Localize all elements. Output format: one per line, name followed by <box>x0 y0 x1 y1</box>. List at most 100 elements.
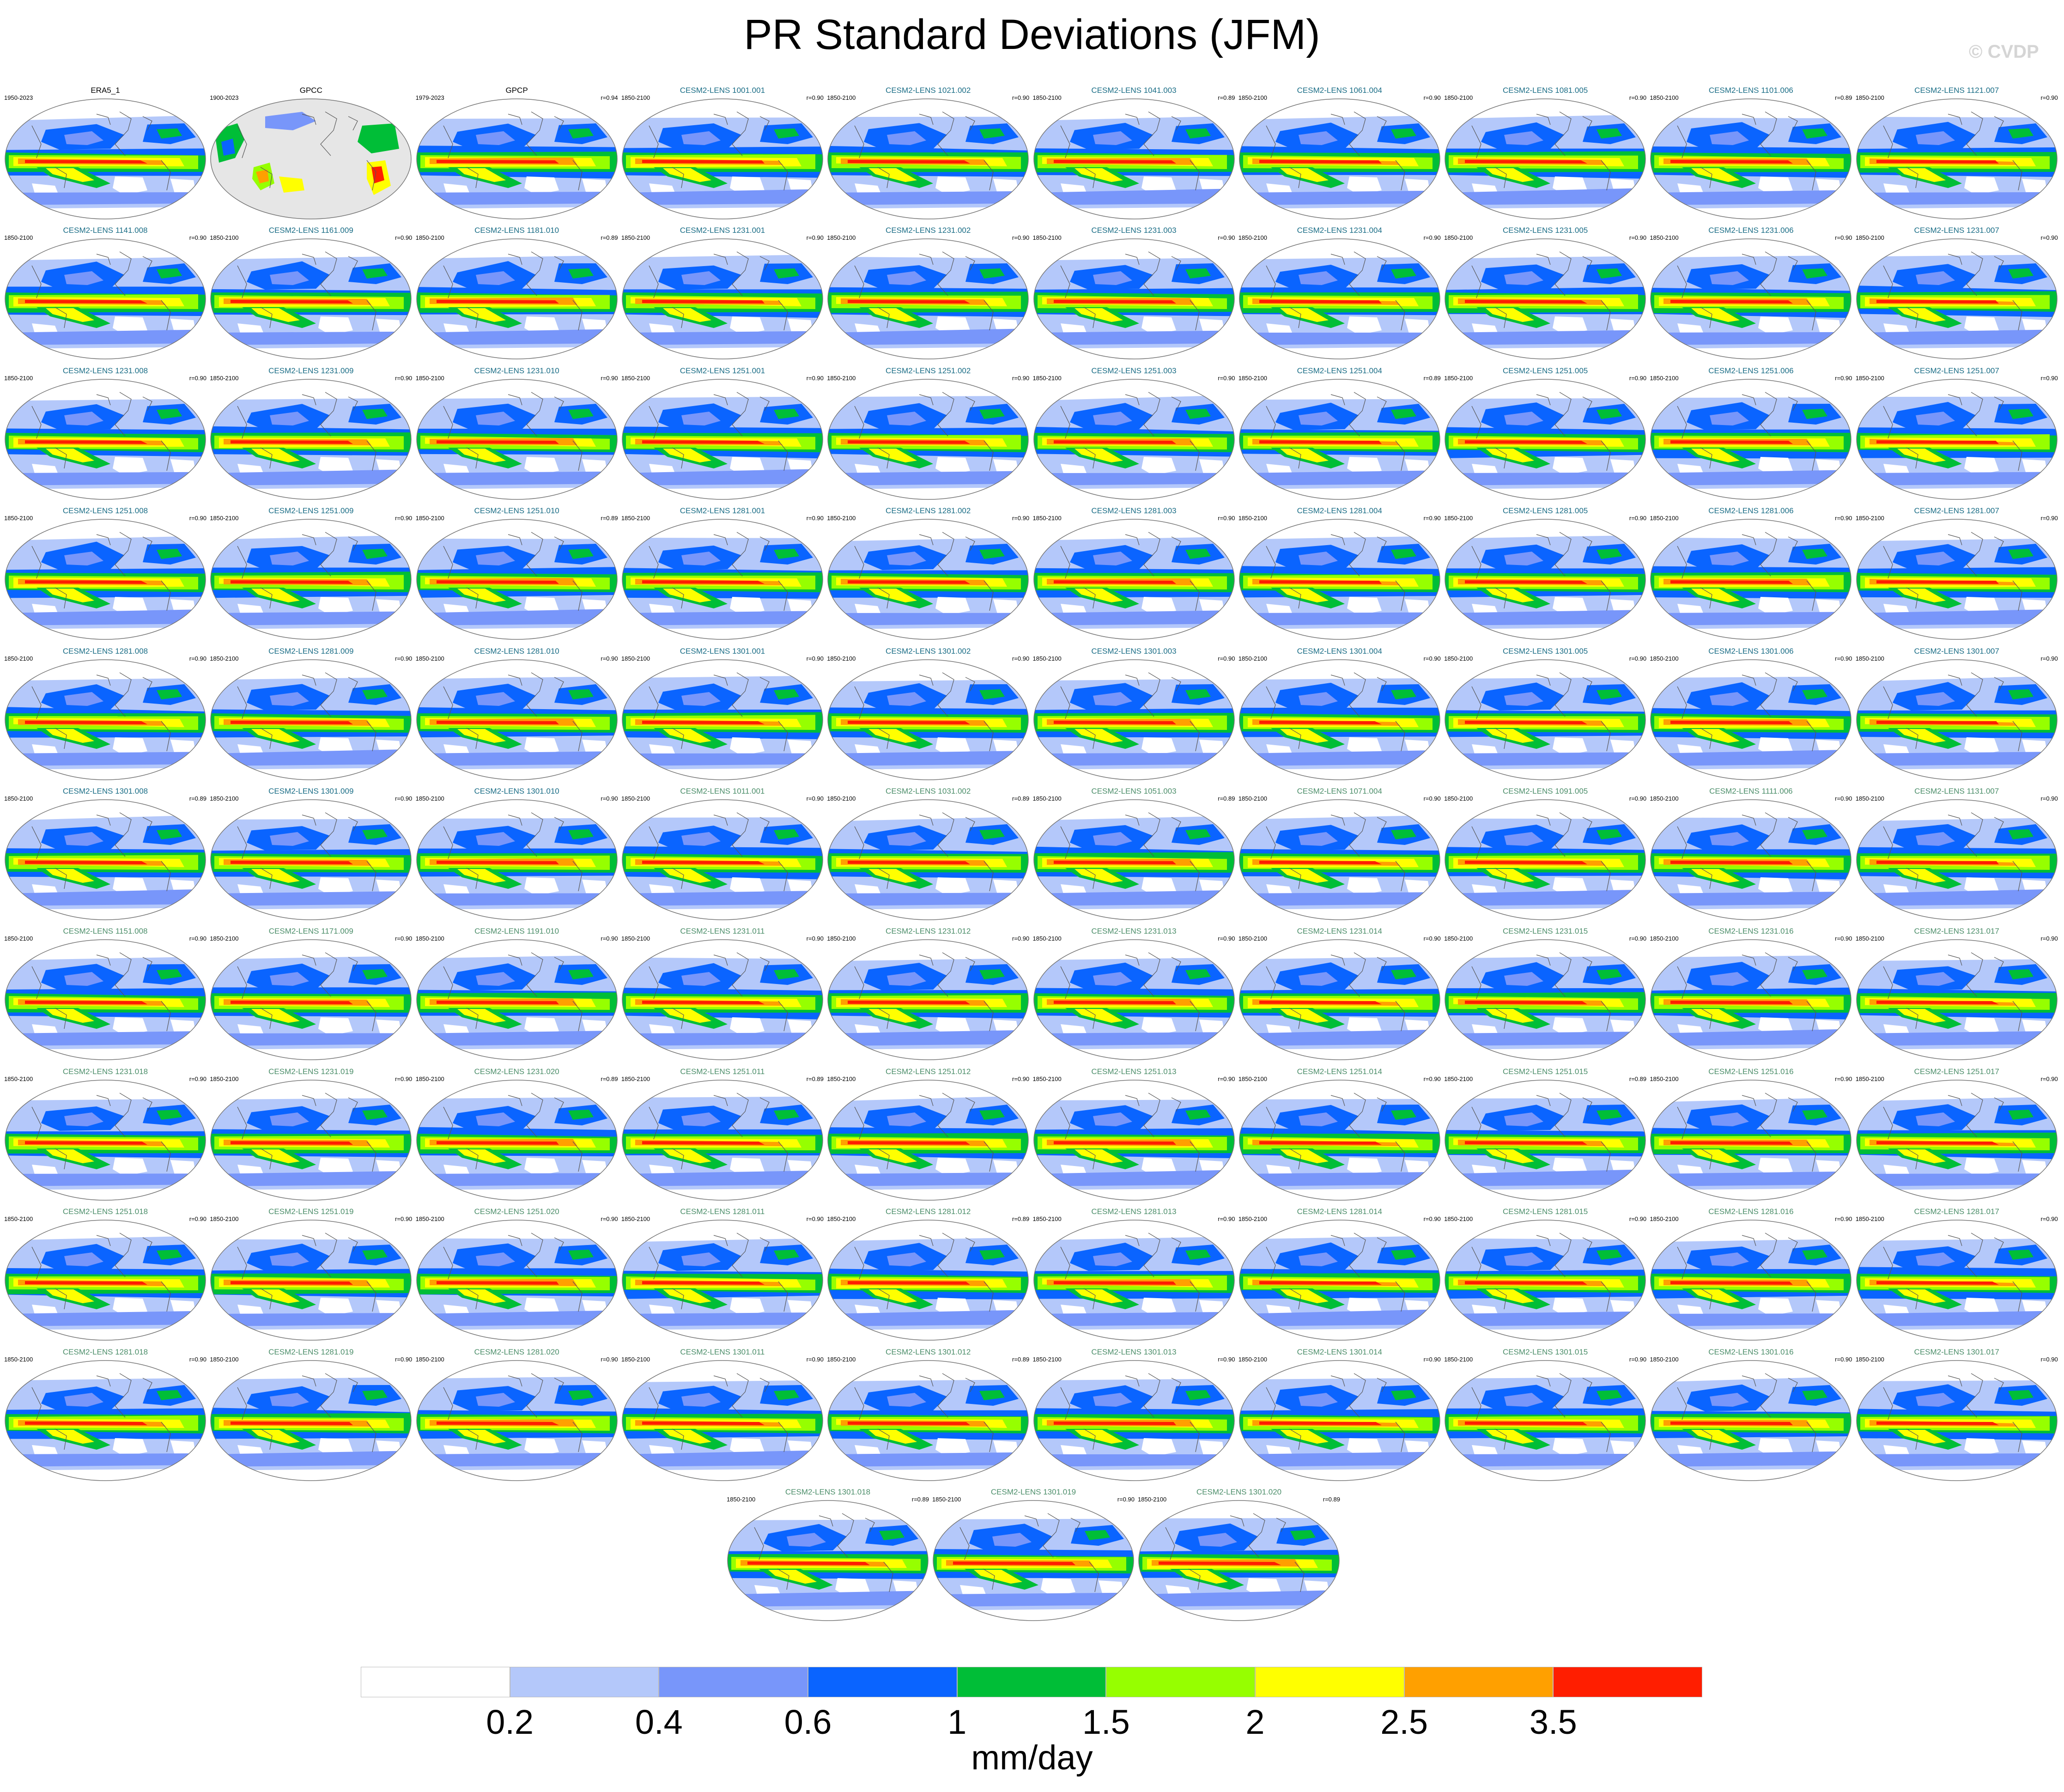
storm-track-field <box>1504 972 1544 986</box>
coastline <box>1700 1288 1713 1310</box>
panel-title: CESM2-LENS 1231.006 <box>1708 226 1794 235</box>
robinson-map <box>1856 238 2058 360</box>
coastline <box>1395 160 1405 191</box>
coastline <box>55 728 67 749</box>
coastline <box>161 1421 171 1452</box>
robinson-map <box>1239 659 1440 780</box>
tropical-field <box>1670 720 1793 724</box>
map-panel: CESM2-LENS 1281.014 1850-2100 r=0.90 <box>1238 1205 1441 1342</box>
dry-region <box>318 877 353 896</box>
spcz-field <box>46 1149 94 1163</box>
coastline <box>320 1233 337 1277</box>
coastline <box>1582 677 1592 691</box>
antarctic-field <box>1239 347 1440 359</box>
coastline <box>31 1246 42 1280</box>
coastline <box>526 952 543 997</box>
storm-track-field <box>1390 128 1416 139</box>
panel-pattern-correlation: r=0.90 <box>1835 795 1852 802</box>
panel-years: 1850-2100 <box>1032 94 1062 101</box>
storm-track-field <box>1597 268 1622 279</box>
coastline <box>1601 1001 1611 1032</box>
storm-track-field <box>362 408 388 419</box>
panel-years: 1850-2100 <box>415 655 444 662</box>
spcz-field <box>868 729 917 743</box>
coastline <box>554 256 564 271</box>
panel-years: 1850-2100 <box>827 655 856 662</box>
coastline <box>526 672 543 717</box>
tropical-field <box>642 1141 765 1145</box>
coastline <box>348 957 358 972</box>
coastline <box>443 546 453 579</box>
spcz-field <box>662 1149 711 1163</box>
panel-years: 1850-2100 <box>1238 795 1267 802</box>
southern-storm-field <box>1651 469 1852 486</box>
coastline <box>1601 721 1611 751</box>
panel-years: 1850-2100 <box>4 374 33 382</box>
coastline <box>237 266 247 298</box>
map-panel: CESM2-LENS 1281.006 1850-2100 r=0.90 <box>1650 504 1852 641</box>
coastline <box>1289 307 1301 328</box>
robinson-map <box>827 1360 1029 1481</box>
tropical-field <box>1876 861 1999 864</box>
dry-region <box>1553 597 1588 616</box>
polar-field <box>1445 800 1646 819</box>
panel-pattern-correlation: r=0.90 <box>1218 374 1235 382</box>
robinson-map <box>416 238 618 360</box>
dry-region <box>582 459 607 475</box>
map-boundary <box>1856 379 2058 500</box>
coastline <box>1700 447 1713 468</box>
coastline <box>1143 672 1160 717</box>
storm-track-field <box>475 131 515 145</box>
coastline <box>983 1001 994 1032</box>
coastline <box>1276 1518 1286 1532</box>
panel-title: CESM2-LENS 1281.013 <box>1091 1207 1177 1216</box>
coastline <box>1788 817 1798 832</box>
coastline <box>96 674 111 686</box>
robinson-map <box>1650 98 1852 219</box>
southern-storm-field <box>1651 190 1852 205</box>
panel-title: CESM2-LENS 1101.006 <box>1708 86 1793 95</box>
map-panel: CESM2-LENS 1231.020 1850-2100 r=0.89 <box>416 1065 618 1202</box>
coastline <box>1760 111 1778 156</box>
tropical-field <box>436 1421 559 1425</box>
map-panel: CESM2-LENS 1301.017 1850-2100 r=0.90 <box>1856 1346 2058 1482</box>
polar-field <box>211 800 412 820</box>
dry-region <box>1758 597 1793 616</box>
antarctic-field <box>211 908 412 920</box>
storm-track-field <box>1710 1112 1749 1126</box>
coastline <box>937 1373 954 1417</box>
dry-region <box>524 737 559 756</box>
coastline <box>366 160 376 191</box>
storm-track-field <box>157 268 182 279</box>
storm-track-field <box>2008 408 2034 419</box>
coastline <box>819 1515 833 1527</box>
dry-region <box>376 599 402 616</box>
map-boundary <box>1856 1080 2058 1201</box>
coastline <box>554 1237 564 1252</box>
coastline <box>1190 1421 1200 1452</box>
coastline <box>142 677 152 691</box>
storm-track-field <box>887 1252 927 1267</box>
coastline <box>1788 1097 1798 1112</box>
storm-track-field <box>568 689 594 699</box>
tropical-field <box>1465 1141 1588 1145</box>
coastline <box>1348 672 1366 717</box>
antarctic-field <box>1856 627 2057 640</box>
coastline <box>1083 1008 1096 1029</box>
coastline <box>366 300 376 331</box>
dry-region <box>1758 1438 1793 1457</box>
coastline <box>649 966 659 999</box>
southern-storm-field <box>1239 190 1440 205</box>
coastline <box>366 1421 376 1452</box>
storm-track-field <box>362 689 388 699</box>
panel-title: CESM2-LENS 1301.014 <box>1297 1347 1382 1356</box>
storm-track-field <box>1802 1390 1828 1400</box>
coastline <box>1171 256 1181 271</box>
storm-track-field <box>157 1109 182 1120</box>
spcz-field <box>1897 589 1946 603</box>
coastline <box>1494 307 1507 328</box>
panel-pattern-correlation: r=0.90 <box>395 795 413 802</box>
map-panel: CESM2-LENS 1301.009 1850-2100 r=0.90 <box>210 785 412 922</box>
map-boundary <box>5 799 206 920</box>
tropical-field <box>1053 580 1176 584</box>
